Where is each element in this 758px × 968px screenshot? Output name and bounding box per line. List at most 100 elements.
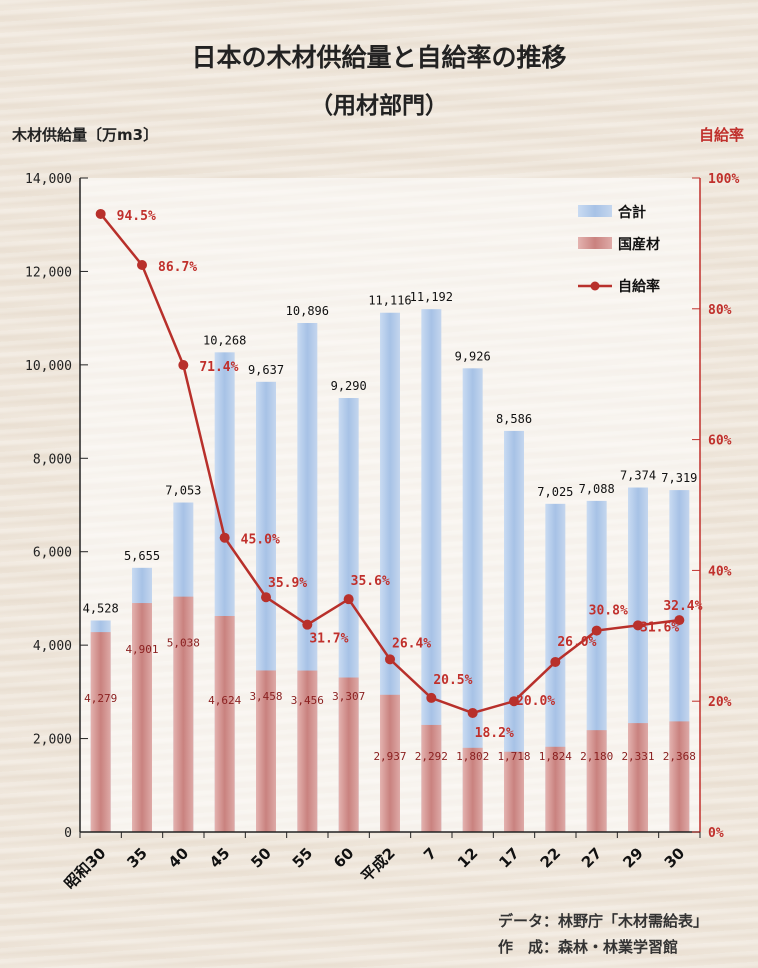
total-data-label: 4,528 [83, 601, 119, 615]
author-note: 作 成：森林・林業学習館 [498, 938, 679, 956]
rate-point [385, 654, 395, 665]
total-data-label: 7,319 [661, 471, 697, 485]
y2-tick-label: 80% [708, 303, 732, 318]
y-tick-label: 6,000 [33, 546, 72, 561]
x-tick-label: 12 [454, 844, 481, 871]
rate-data-label: 30.8% [589, 604, 628, 619]
total-data-label: 11,192 [410, 290, 453, 304]
domestic-data-label: 1,824 [539, 750, 572, 763]
rate-data-label: 18.2% [475, 726, 514, 741]
total-data-label: 8,586 [496, 412, 532, 426]
bar-domestic [90, 632, 111, 832]
rate-point [633, 620, 643, 631]
rate-point [426, 692, 437, 703]
domestic-data-label: 3,458 [249, 690, 282, 703]
y-tick-label: 10,000 [25, 359, 72, 374]
bar-total [421, 309, 442, 832]
legend-swatch-domestic [578, 237, 612, 249]
bar-domestic [628, 723, 648, 832]
y2-tick-label: 20% [708, 695, 732, 710]
rate-data-label: 86.7% [158, 260, 197, 275]
domestic-data-label: 5,038 [167, 637, 200, 650]
bar-domestic [297, 670, 318, 832]
rate-point [550, 656, 561, 667]
rate-point [591, 625, 602, 636]
rate-data-label: 26.0% [557, 635, 596, 650]
x-tick-label: 45 [206, 844, 233, 871]
y-tick-label: 0 [64, 826, 72, 841]
x-tick-label: 60 [330, 844, 357, 871]
rate-line-layer: 94.5% 86.7% 71.4% 45.0% 35.9% 31.7% 35.6% 26.4%… [95, 208, 703, 741]
domestic-data-label: 2,937 [373, 750, 406, 763]
rate-point [95, 208, 106, 219]
x-tick-label: 27 [578, 844, 605, 871]
bar-domestic [380, 694, 400, 832]
total-data-label: 7,374 [620, 469, 656, 483]
bars-layer [80, 178, 700, 832]
rate-point [509, 696, 519, 707]
bar-domestic [214, 615, 235, 832]
domestic-data-label: 2,180 [580, 750, 613, 763]
x-tick-label: 40 [165, 844, 192, 871]
x-tick-label: 35 [123, 844, 150, 871]
rate-point [674, 615, 685, 626]
total-data-label: 11,116 [368, 294, 411, 308]
domestic-data-label: 1,718 [497, 750, 530, 763]
rate-data-label: 35.6% [351, 574, 390, 589]
domestic-data-label: 3,307 [332, 690, 365, 703]
total-data-label: 7,053 [165, 484, 201, 498]
rate-data-label: 31.6% [640, 620, 679, 635]
rate-point [219, 532, 230, 543]
source-note: データ：林野庁「木材需給表」 [498, 912, 709, 930]
domestic-data-label: 4,901 [125, 643, 158, 656]
bar-domestic [338, 677, 359, 832]
rate-data-label: 45.0% [241, 533, 280, 548]
domestic-data-label: 4,624 [208, 694, 241, 707]
bar-total [462, 368, 483, 832]
x-tick-label: 50 [247, 844, 274, 871]
y-axis-label-left: 木材供給量〔万m3〕 [12, 126, 159, 144]
bar-domestic [132, 603, 152, 832]
rate-point [178, 360, 189, 371]
bar-domestic [669, 721, 690, 832]
rate-data-label: 20.0% [516, 694, 555, 709]
total-data-label: 5,655 [124, 549, 160, 563]
rate-data-label: 20.5% [433, 673, 472, 688]
domestic-data-label: 2,368 [663, 750, 696, 763]
domestic-data-label: 2,292 [415, 750, 448, 763]
y-tick-label: 4,000 [33, 639, 72, 654]
legend-label-domestic: 国産材 [618, 236, 660, 253]
x-tick-label: 昭和30 [61, 844, 110, 893]
rate-data-label: 94.5% [117, 209, 156, 224]
bar-domestic [173, 596, 194, 832]
domestic-data-label: 2,331 [621, 750, 654, 763]
x-tick-label: 7 [420, 844, 440, 864]
y-tick-label: 8,000 [33, 452, 72, 467]
bar-domestic [504, 751, 524, 832]
y-tick-label: 14,000 [25, 172, 72, 187]
y-tick-label: 2,000 [33, 733, 72, 748]
legend-swatch-total [578, 205, 612, 217]
legend-label-total: 合計 [618, 204, 646, 221]
y2-tick-label: 60% [708, 434, 732, 449]
legend-label-rate: 自給率 [618, 278, 660, 295]
rate-point [467, 707, 478, 718]
bar-domestic [421, 724, 442, 832]
domestic-data-label: 3,456 [291, 694, 324, 707]
total-data-label: 10,268 [203, 333, 246, 347]
chart-title: 日本の木材供給量と自給率の推移 [191, 43, 567, 72]
total-data-label: 7,025 [537, 485, 573, 499]
rate-data-label: 32.4% [663, 599, 702, 614]
rate-point [137, 259, 147, 270]
y-axis-label-right: 自給率 [698, 126, 744, 144]
bar-domestic [586, 730, 607, 832]
total-data-label: 7,088 [579, 482, 615, 496]
total-data-label: 10,896 [286, 304, 329, 318]
bar-domestic [256, 670, 276, 832]
domestic-data-label: 1,802 [456, 750, 489, 763]
domestic-data-label: 4,279 [84, 692, 117, 705]
rate-data-label: 31.7% [309, 632, 348, 647]
rate-data-label: 71.4% [199, 360, 238, 375]
